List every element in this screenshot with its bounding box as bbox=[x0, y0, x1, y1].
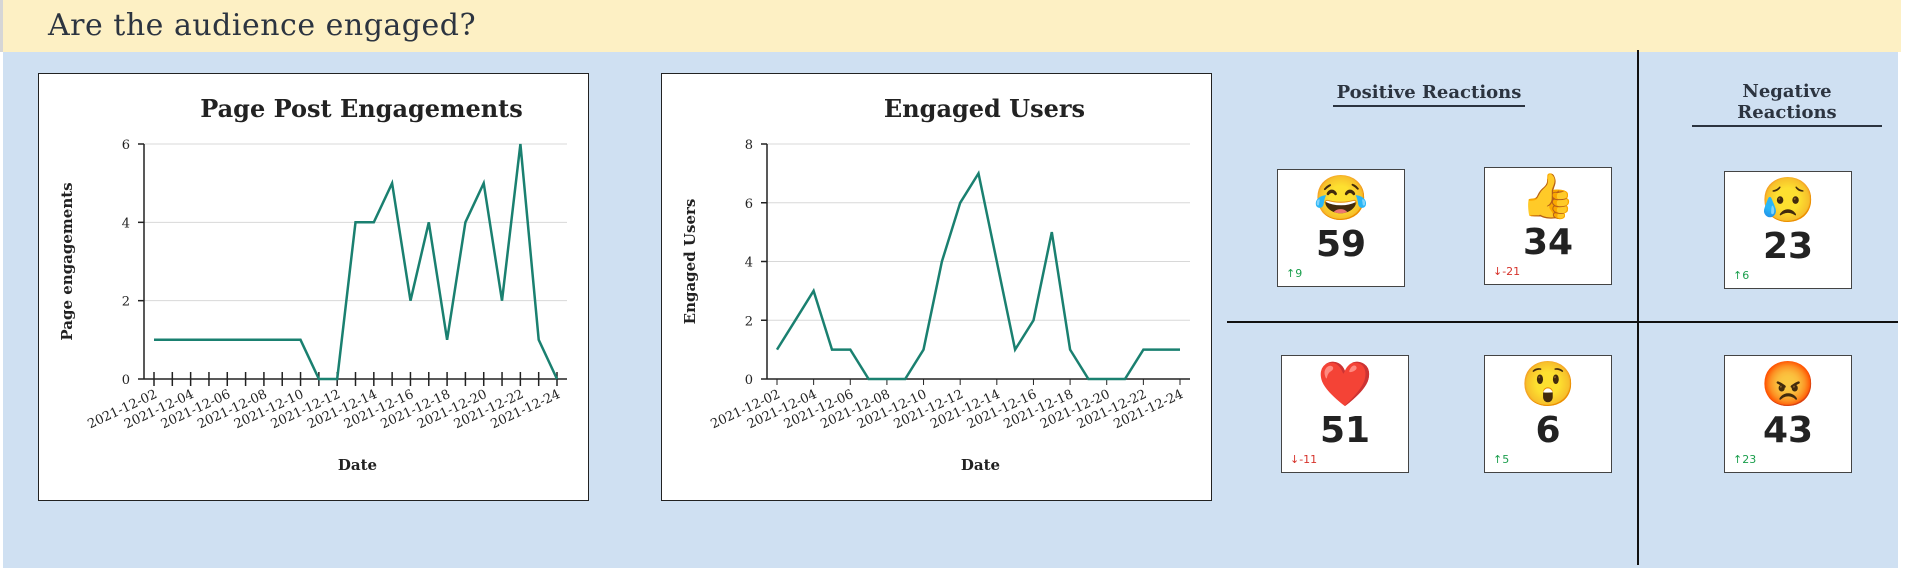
y-tick-label: 8 bbox=[745, 138, 753, 153]
reaction-delta: ↑9 bbox=[1286, 267, 1303, 280]
reaction-delta: ↓-21 bbox=[1493, 265, 1521, 278]
page-post-engagements-chart: Page Post Engagements 0 2 4 6 2021-12-02 2021-… bbox=[38, 73, 589, 501]
reaction-card-wow: 😲 6 ↑5 bbox=[1484, 355, 1612, 473]
negative-reactions-title: Negative Reactions bbox=[1692, 81, 1882, 127]
y-tick-label: 4 bbox=[122, 216, 130, 231]
reaction-count: 51 bbox=[1319, 410, 1371, 451]
y-tick-label: 0 bbox=[122, 373, 130, 388]
angry-emoji-icon: 😡 bbox=[1760, 359, 1816, 410]
chart-svg: Page Post Engagements02462021-12-022021-… bbox=[58, 94, 567, 474]
x-axis-label: Date bbox=[961, 456, 1000, 474]
thumbs-up-emoji-icon: 👍 bbox=[1520, 171, 1576, 222]
chart-svg: Engaged Users024682021-12-022021-12-0420… bbox=[681, 94, 1190, 474]
reaction-delta: ↑23 bbox=[1733, 453, 1757, 466]
reaction-count: 34 bbox=[1522, 222, 1574, 263]
reaction-count: 6 bbox=[1535, 410, 1561, 451]
y-axis-label: Page engagements bbox=[58, 182, 76, 340]
reaction-count: 23 bbox=[1762, 226, 1814, 267]
series-line bbox=[775, 170, 1180, 381]
wow-emoji-icon: 😲 bbox=[1520, 359, 1576, 410]
reaction-count: 59 bbox=[1315, 224, 1367, 265]
y-tick-label: 2 bbox=[122, 295, 130, 310]
engaged-users-chart: Engaged Users 0 2 4 6 8 2021-12-02 2021-12-04 20… bbox=[661, 73, 1212, 501]
laughing-tears-emoji-icon: 😂 bbox=[1313, 173, 1369, 224]
y-tick-label: 6 bbox=[122, 138, 130, 153]
series-line bbox=[154, 143, 559, 381]
page-title: Are the audience engaged? bbox=[48, 8, 477, 43]
chart-title: Page Post Engagements bbox=[200, 94, 523, 123]
reaction-card-angry: 😡 43 ↑23 bbox=[1724, 355, 1852, 473]
y-tick-label: 4 bbox=[745, 256, 753, 271]
vertical-divider bbox=[1637, 50, 1639, 565]
x-axis-label: Date bbox=[338, 456, 377, 474]
sad-emoji-icon: 😥 bbox=[1760, 175, 1816, 226]
horizontal-divider bbox=[1227, 321, 1898, 323]
positive-reactions-title: Positive Reactions bbox=[1333, 82, 1525, 107]
reaction-delta: ↑5 bbox=[1493, 453, 1510, 466]
y-tick-label: 0 bbox=[745, 373, 753, 388]
header-bar: Are the audience engaged? bbox=[0, 0, 1901, 52]
reaction-card-haha: 😂 59 ↑9 bbox=[1277, 169, 1405, 287]
reaction-delta: ↓-11 bbox=[1290, 453, 1318, 466]
heart-emoji-icon: ❤️ bbox=[1317, 359, 1373, 410]
y-axis-label: Engaged Users bbox=[681, 199, 699, 325]
y-tick-label: 2 bbox=[745, 314, 753, 329]
chart-title: Engaged Users bbox=[884, 94, 1085, 123]
reaction-card-like: 👍 34 ↓-21 bbox=[1484, 167, 1612, 285]
reaction-delta: ↑6 bbox=[1733, 269, 1750, 282]
reaction-count: 43 bbox=[1762, 410, 1814, 451]
y-tick-label: 6 bbox=[745, 197, 753, 212]
reaction-card-sad: 😥 23 ↑6 bbox=[1724, 171, 1852, 289]
reaction-card-love: ❤️ 51 ↓-11 bbox=[1281, 355, 1409, 473]
